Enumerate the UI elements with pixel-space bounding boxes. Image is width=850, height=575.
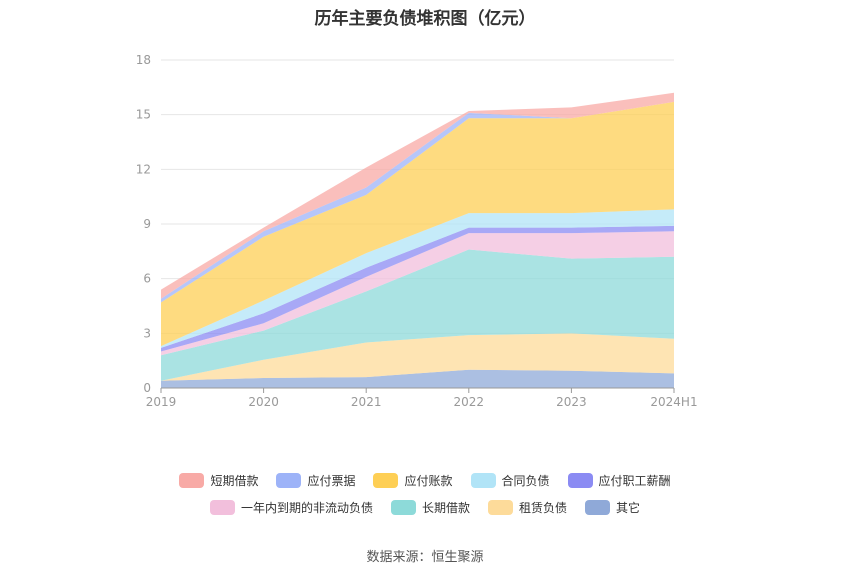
legend-swatch bbox=[276, 473, 302, 488]
y-tick-label: 3 bbox=[143, 326, 151, 340]
legend: 短期借款 应付票据 应付账款 合同负债 应付职工薪酬一年内到期的非流动负债 长期借款 租赁负… bbox=[0, 472, 850, 516]
legend-swatch bbox=[390, 500, 416, 515]
legend-swatch bbox=[585, 500, 611, 515]
legend-label: 应付账款 bbox=[404, 474, 453, 488]
legend-swatch bbox=[567, 473, 593, 488]
legend-label: 一年内到期的非流动负债 bbox=[240, 501, 373, 515]
axes: 0 3 6 9 12 15 18 2019 2020 2021 2022 2023 2024H1 bbox=[136, 53, 698, 409]
stacked-area-chart: 0 3 6 9 12 15 18 2019 2020 2021 2022 2023 2024H1 bbox=[136, 53, 698, 409]
legend-item[interactable]: 短期借款 bbox=[179, 472, 258, 489]
x-tick-label: 2019 bbox=[146, 395, 177, 409]
y-tick-label: 6 bbox=[143, 272, 151, 286]
legend-item[interactable]: 租赁负债 bbox=[488, 499, 567, 516]
legend-item[interactable]: 应付职工薪酬 bbox=[567, 472, 671, 489]
y-tick-label: 12 bbox=[136, 162, 151, 176]
area-series-4 bbox=[161, 225, 674, 352]
area-series-1 bbox=[161, 333, 674, 381]
legend-row: 短期借款 应付票据 应付账款 合同负债 应付职工薪酬 bbox=[179, 472, 671, 489]
y-tick-label: 18 bbox=[136, 53, 151, 67]
area-series-6 bbox=[161, 101, 674, 347]
legend-swatch bbox=[470, 473, 496, 488]
area-series-0 bbox=[161, 369, 674, 388]
legend-label: 合同负债 bbox=[501, 474, 550, 488]
legend-label: 租赁负债 bbox=[519, 501, 568, 515]
legend-label: 应付票据 bbox=[307, 474, 356, 488]
legend-label: 长期借款 bbox=[421, 501, 470, 515]
legend-item[interactable]: 应付票据 bbox=[276, 472, 355, 489]
area-series-5 bbox=[161, 209, 674, 348]
y-tick-label: 0 bbox=[143, 381, 151, 395]
x-tick-label: 2022 bbox=[454, 395, 485, 409]
area-series-2 bbox=[161, 249, 674, 381]
legend-label: 应付职工薪酬 bbox=[598, 474, 671, 488]
area-series bbox=[161, 92, 674, 388]
legend-item[interactable]: 合同负债 bbox=[470, 472, 550, 489]
x-tick-label: 2020 bbox=[248, 395, 279, 409]
y-tick-label: 15 bbox=[136, 108, 151, 122]
legend-swatch bbox=[209, 500, 235, 515]
x-tick-label: 2023 bbox=[556, 395, 587, 409]
y-tick-label: 9 bbox=[143, 217, 151, 231]
legend-label: 其它 bbox=[616, 501, 641, 515]
legend-item[interactable]: 其它 bbox=[585, 499, 640, 516]
legend-swatch bbox=[488, 500, 513, 515]
legend-row: 一年内到期的非流动负债 长期借款 租赁负债 其它 bbox=[209, 499, 640, 516]
area-series-3 bbox=[161, 231, 674, 356]
x-tick-label: 2024H1 bbox=[650, 395, 697, 409]
chart-title: 历年主要负债堆积图（亿元） bbox=[314, 9, 536, 29]
legend-item[interactable]: 一年内到期的非流动负债 bbox=[209, 499, 373, 516]
x-tick-label: 2021 bbox=[351, 395, 382, 409]
data-source: 数据来源：恒生聚源 bbox=[366, 550, 484, 565]
legend-item[interactable]: 应付账款 bbox=[373, 472, 453, 489]
legend-label: 短期借款 bbox=[210, 474, 259, 488]
legend-swatch bbox=[179, 473, 205, 488]
legend-swatch bbox=[373, 473, 399, 488]
legend-item[interactable]: 长期借款 bbox=[390, 499, 470, 516]
